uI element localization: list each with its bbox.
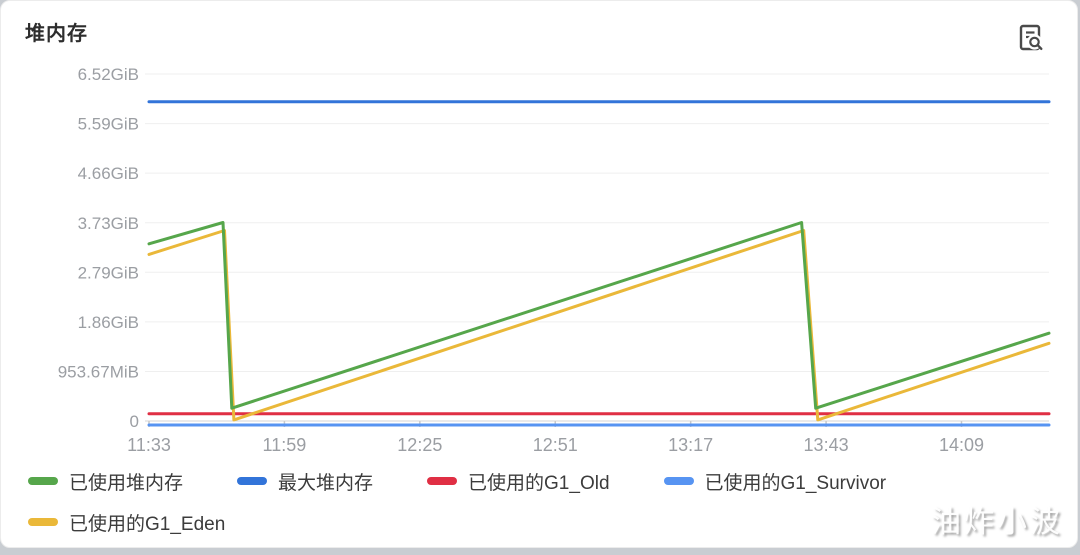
legend-swatch-yellow [28, 518, 58, 526]
heap-memory-chart: 6.52GiB 5.59GiB 4.66GiB 3.73GiB 2.79GiB 1.86G… [58, 65, 1051, 455]
y-axis-tick-label: 0 [130, 412, 139, 431]
legend-item-used-heap[interactable]: 已使用堆内存 [28, 468, 183, 495]
x-axis-tick-label: 12:25 [397, 435, 442, 455]
legend-label: 已使用的G1_Survivor [704, 472, 887, 494]
y-axis-tick-label: 4.66GiB [78, 164, 139, 183]
series-line [147, 221, 1051, 410]
legend-label: 最大堆内存 [278, 472, 374, 494]
y-axis-tick-label: 6.52GiB [78, 65, 139, 84]
x-axis-tick-label: 12:51 [533, 435, 578, 455]
legend: 已使用堆内存 最大堆内存 已使用的G1_Old 已使用的G1_Survivor … [28, 469, 886, 551]
legend-item-g1-survivor[interactable]: 已使用的G1_Survivor [663, 468, 887, 495]
legend-row-2: 已使用的G1_Eden [28, 509, 886, 536]
legend-swatch-blue [237, 477, 268, 485]
y-axis-tick-label: 2.79GiB [78, 263, 139, 282]
y-axis-tick-label: 5.59GiB [78, 115, 139, 134]
x-axis-tick-label: 13:43 [804, 435, 849, 455]
legend-swatch-lightblue [663, 477, 694, 485]
x-axis-tick-label: 11:33 [127, 435, 171, 455]
x-axis-tick-label: 14:09 [939, 435, 984, 455]
legend-label: 已使用的G1_Eden [69, 513, 226, 535]
inspect-data-button[interactable] [1017, 23, 1045, 53]
legend-label: 已使用的G1_Old [468, 472, 610, 494]
legend-item-max-heap[interactable]: 最大堆内存 [237, 468, 373, 495]
legend-item-g1-old[interactable]: 已使用的G1_Old [427, 468, 610, 495]
legend-swatch-green [28, 477, 58, 485]
series-line [147, 229, 1051, 422]
legend-item-g1-eden[interactable]: 已使用的G1_Eden [28, 509, 225, 536]
x-axis-tick-label: 11:59 [263, 435, 307, 455]
page-title: 堆内存 [25, 23, 88, 45]
document-magnifier-icon [1019, 24, 1043, 51]
y-axis-tick-label: 953.67MiB [58, 362, 139, 381]
legend-swatch-red [427, 477, 458, 485]
y-axis-tick-label: 3.73GiB [78, 214, 139, 233]
x-axis-tick-label: 13:17 [668, 435, 713, 455]
watermark: 油炸小波 [931, 506, 1063, 539]
y-axis-tick-label: 1.86GiB [78, 313, 139, 332]
legend-label: 已使用堆内存 [69, 472, 184, 494]
legend-row-1: 已使用堆内存 最大堆内存 已使用的G1_Old 已使用的G1_Survivor [28, 468, 887, 495]
